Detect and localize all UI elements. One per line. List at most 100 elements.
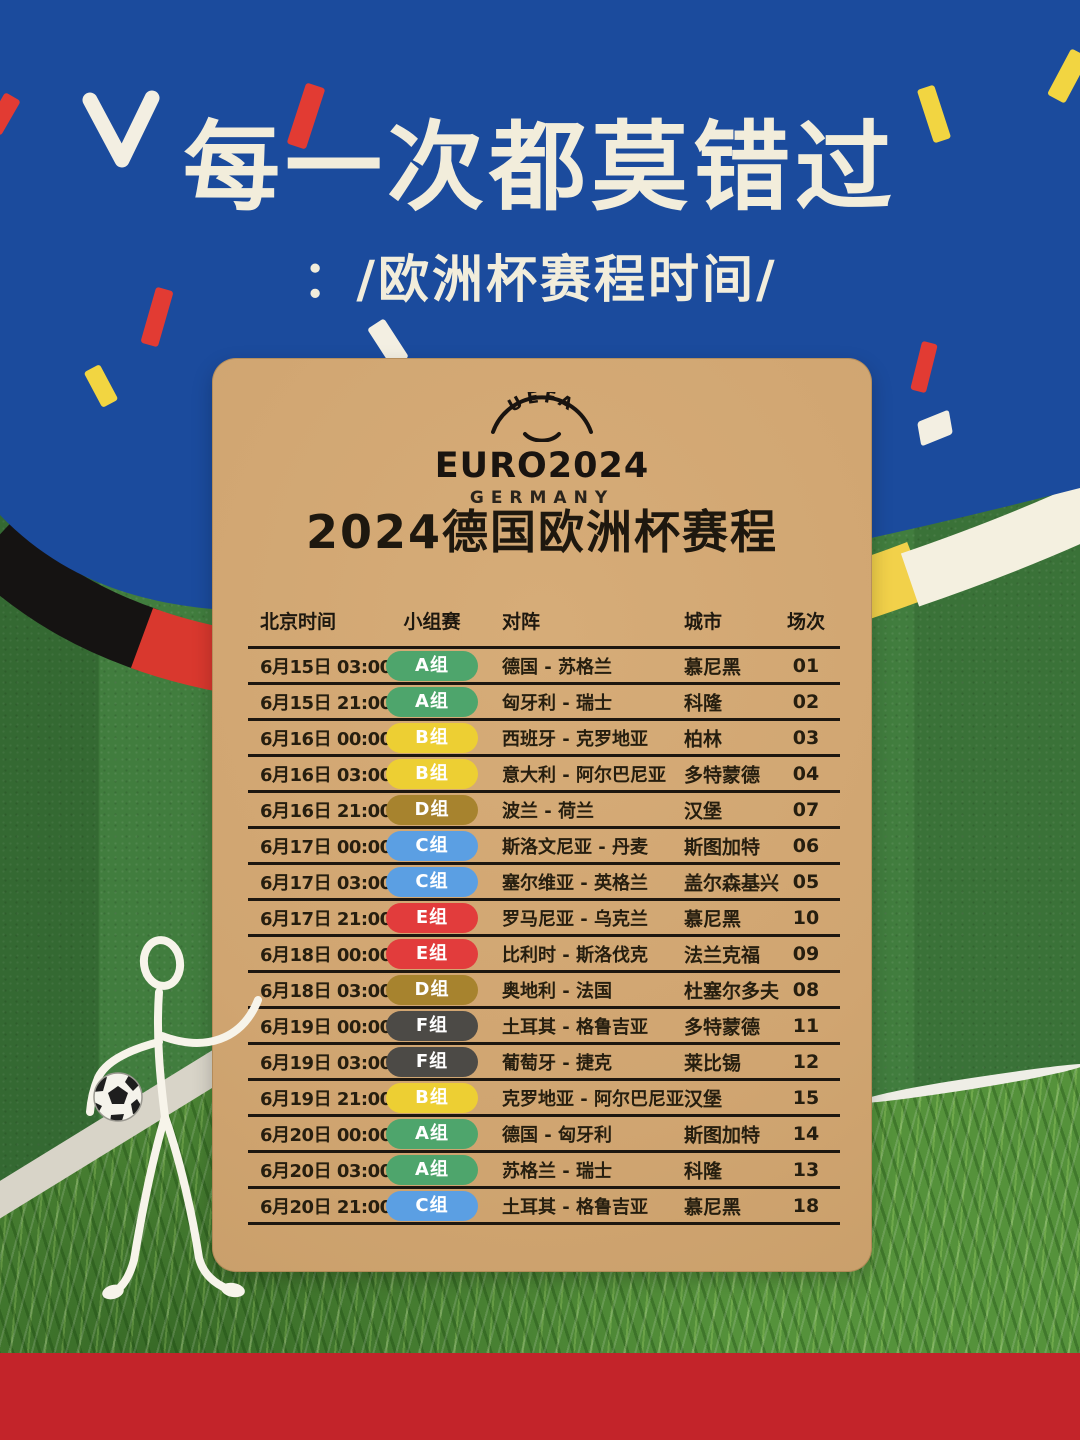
schedule-row: 6月18日 03:00 D组 奥地利 - 法国 杜塞尔多夫 08	[248, 970, 840, 1006]
match-number: 02	[792, 690, 820, 713]
city: 慕尼黑	[684, 656, 742, 678]
schedule-row: 6月17日 03:00 C组 塞尔维亚 - 英格兰 盖尔森基兴 05	[248, 862, 840, 898]
group-badge: D组	[386, 794, 478, 825]
euro2024-logo: UEFA EURO2024 GERMANY	[212, 387, 872, 508]
header-number: 场次	[786, 611, 825, 633]
match-number: 03	[792, 726, 820, 749]
match-number: 10	[792, 906, 820, 929]
group-badge: E组	[386, 902, 478, 933]
schedule-row: 6月20日 21:00 C组 土耳其 - 格鲁吉亚 慕尼黑 18	[248, 1186, 840, 1222]
schedule-row: 6月19日 03:00 F组 葡萄牙 - 捷克 莱比锡 12	[248, 1042, 840, 1078]
match-number: 18	[792, 1194, 820, 1217]
match-number: 14	[792, 1122, 820, 1145]
match-time: 6月19日 03:00	[260, 1052, 392, 1074]
match-time: 6月16日 21:00	[260, 800, 392, 822]
arc-white-segment	[900, 482, 1080, 607]
match-time: 6月17日 00:00	[260, 836, 392, 858]
match-time: 6月20日 03:00	[260, 1160, 392, 1182]
city: 汉堡	[684, 800, 723, 822]
schedule-row: 6月19日 21:00 B组 克罗地亚 - 阿尔巴尼亚 汉堡 15	[248, 1078, 840, 1114]
matchup: 罗马尼亚 - 乌克兰	[502, 908, 649, 930]
city: 多特蒙德	[684, 764, 761, 786]
group-badge: E组	[386, 938, 478, 969]
schedule-row: 6月15日 03:00 A组 德国 - 苏格兰 慕尼黑 01	[248, 646, 840, 682]
group-badge: D组	[386, 974, 478, 1005]
match-number: 15	[792, 1086, 820, 1109]
city: 慕尼黑	[684, 1196, 742, 1218]
match-number: 04	[792, 762, 820, 785]
germany-wordmark: GERMANY	[469, 488, 615, 508]
city: 斯图加特	[684, 836, 761, 858]
euro-wordmark: EURO2024	[434, 446, 650, 486]
match-number: 12	[792, 1050, 820, 1073]
city: 斯图加特	[684, 1124, 761, 1146]
group-badge: A组	[386, 650, 478, 681]
matchup: 塞尔维亚 - 英格兰	[502, 872, 649, 894]
city: 汉堡	[684, 1088, 723, 1110]
match-time: 6月19日 21:00	[260, 1088, 392, 1110]
city: 莱比锡	[684, 1052, 742, 1074]
match-time: 6月16日 00:00	[260, 728, 392, 750]
poster-title: 每一次都莫错过	[183, 111, 897, 224]
match-time: 6月20日 00:00	[260, 1124, 392, 1146]
matchup: 西班牙 - 克罗地亚	[502, 728, 649, 750]
matchup: 德国 - 匈牙利	[502, 1124, 613, 1146]
matchup: 比利时 - 斯洛伐克	[502, 944, 649, 966]
matchup: 奥地利 - 法国	[502, 980, 613, 1002]
match-number: 06	[792, 834, 820, 857]
schedule-row: 6月16日 03:00 B组 意大利 - 阿尔巴尼亚 多特蒙德 04	[248, 754, 840, 790]
matchup: 葡萄牙 - 捷克	[502, 1052, 613, 1074]
stick-figure-feet	[102, 1282, 245, 1300]
matchup: 苏格兰 - 瑞士	[502, 1160, 613, 1182]
matchup: 波兰 - 荷兰	[502, 800, 595, 822]
uefa-arch-icon: UEFA	[491, 387, 593, 443]
group-badge: C组	[386, 866, 478, 897]
header-time: 北京时间	[260, 611, 337, 633]
schedule-row: 6月15日 21:00 A组 匈牙利 - 瑞士 科隆 02	[248, 682, 840, 718]
match-number: 07	[792, 798, 820, 821]
poster-subtitle: ：/欧洲杯赛程时间/	[302, 251, 778, 310]
schedule-card: UEFA EURO2024 GERMANY 2024德国欧洲杯赛程 北京时间 小…	[212, 358, 872, 1272]
city: 慕尼黑	[684, 908, 742, 930]
group-badge: B组	[386, 722, 478, 753]
match-time: 6月15日 03:00	[260, 656, 392, 678]
matchup: 意大利 - 阿尔巴尼亚	[502, 764, 667, 786]
schedule-row: 6月17日 00:00 C组 斯洛文尼亚 - 丹麦 斯图加特 06	[248, 826, 840, 862]
header-match: 对阵	[502, 611, 541, 633]
group-badge: A组	[386, 1118, 478, 1149]
svg-text:UEFA: UEFA	[505, 392, 580, 417]
group-badge: F组	[386, 1010, 478, 1041]
city: 柏林	[684, 728, 723, 750]
schedule-table-rows: 6月15日 03:00 A组 德国 - 苏格兰 慕尼黑 01 6月15日 21:00 A组匈…	[248, 646, 840, 1225]
table-header: 北京时间 小组赛 对阵 城市 场次	[248, 607, 840, 637]
match-time: 6月16日 03:00	[260, 764, 392, 786]
stick-figure-and-ball	[86, 936, 262, 1300]
matchup: 土耳其 - 格鲁吉亚	[502, 1016, 649, 1038]
matchup: 德国 - 苏格兰	[502, 656, 613, 678]
match-number: 13	[792, 1158, 820, 1181]
matchup: 土耳其 - 格鲁吉亚	[502, 1196, 649, 1218]
matchup: 克罗地亚 - 阿尔巴尼亚	[502, 1088, 685, 1110]
city: 杜塞尔多夫	[684, 980, 780, 1002]
match-number: 11	[792, 1014, 820, 1037]
match-time: 6月15日 21:00	[260, 692, 392, 714]
match-time: 6月18日 03:00	[260, 980, 392, 1002]
match-time: 6月17日 21:00	[260, 908, 392, 930]
match-number: 09	[792, 942, 820, 965]
city: 盖尔森基兴	[684, 872, 780, 894]
match-time: 6月18日 00:00	[260, 944, 392, 966]
match-time: 6月17日 03:00	[260, 872, 392, 894]
city: 多特蒙德	[684, 1016, 761, 1038]
group-badge: A组	[386, 1154, 478, 1185]
matchup: 匈牙利 - 瑞士	[502, 692, 613, 714]
group-badge: B组	[386, 1082, 478, 1113]
schedule-row: 6月16日 21:00 D组 波兰 - 荷兰 汉堡 07	[248, 790, 840, 826]
schedule-row: 6月17日 21:00 E组 罗马尼亚 - 乌克兰 慕尼黑 10	[248, 898, 840, 934]
group-badge: F组	[386, 1046, 478, 1077]
matchup: 斯洛文尼亚 - 丹麦	[502, 836, 649, 858]
card-title: 2024德国欧洲杯赛程	[305, 505, 779, 559]
schedule-row: 6月20日 03:00 A组 苏格兰 - 瑞士 科隆 13	[248, 1150, 840, 1186]
schedule-row: 6月20日 00:00 A组 德国 - 匈牙利 斯图加特 14	[248, 1114, 840, 1150]
match-number: 01	[792, 654, 820, 677]
bottom-red-band	[0, 1353, 1080, 1440]
